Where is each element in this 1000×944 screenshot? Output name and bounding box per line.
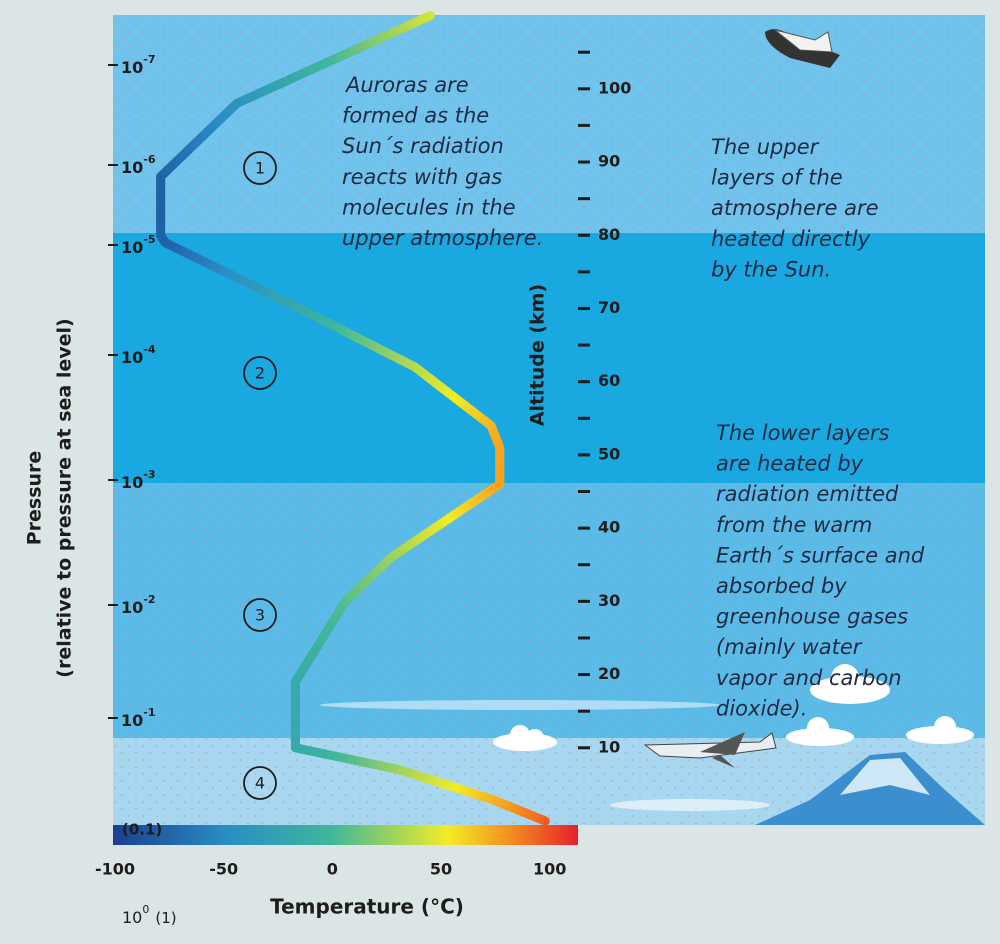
altitude-tick-label: 10 <box>598 737 620 756</box>
base: 10 <box>121 158 143 177</box>
exponent: -3 <box>143 468 155 481</box>
annotation-upper: layers of the <box>711 166 843 190</box>
altitude-tick-label: 40 <box>598 518 620 537</box>
mesosphere-band <box>113 233 985 483</box>
temperature-tick-label: -100 <box>95 860 135 879</box>
altitude-tick-label: 60 <box>598 371 620 390</box>
sea-level-label: 100 (1) <box>122 903 177 927</box>
pressure-tick-label: 10-2 <box>121 593 156 617</box>
temperature-tick-label: 0 <box>327 860 338 879</box>
base: 10 <box>121 58 143 77</box>
note: (1) <box>155 909 176 927</box>
layer-circle <box>243 356 277 390</box>
exponent: -5 <box>143 233 155 246</box>
altitude-title: Altitude (km) <box>527 284 549 426</box>
layer-circle <box>243 151 277 185</box>
airplane <box>643 732 777 768</box>
annotation-auroras: upper atmosphere. <box>342 226 543 250</box>
pressure-tick-label: 10-5 <box>121 233 156 257</box>
pressure-title: Pressure <box>24 451 46 546</box>
altitude-tick-label: 70 <box>598 298 620 317</box>
annotation-lower: The lower layers <box>716 421 890 445</box>
annotation-upper: heated directly <box>711 227 871 251</box>
layer-number: 3 <box>255 606 265 625</box>
annotation-lower: greenhouse gases <box>716 605 908 629</box>
base: 10 <box>121 348 143 367</box>
pressure-tick-label: 10-6 <box>121 153 156 177</box>
annotation-auroras: formed as the <box>342 104 489 128</box>
temperature-tick-label: 50 <box>430 860 452 879</box>
annotation-lower: Earth´s surface and <box>716 543 925 567</box>
base: 10 <box>121 473 143 492</box>
altitude-tick-label: 30 <box>598 591 620 610</box>
temperature-tick-label: 100 <box>533 860 566 879</box>
annotation-auroras: Auroras are <box>344 73 469 97</box>
pressure-tick-label: 10-7 <box>121 53 156 77</box>
dots <box>113 15 985 233</box>
annotation-lower: (mainly water <box>716 635 863 659</box>
exponent: -7 <box>143 53 155 66</box>
altitude-tick-label: 100 <box>598 78 631 97</box>
exponent: 0 <box>142 903 149 916</box>
layer-circle <box>243 766 277 800</box>
annotation-lower: dioxide). <box>716 696 807 720</box>
layer-number: 2 <box>255 364 265 383</box>
annotation-auroras: Sun´s radiation <box>342 134 504 158</box>
clouds <box>320 664 974 811</box>
annotation-auroras: reacts with gas <box>342 165 502 189</box>
annotation-upper: by the Sun. <box>711 257 831 281</box>
base: 10 <box>122 908 142 927</box>
exponent: -2 <box>143 593 155 606</box>
pressure-tick-label: 10-4 <box>121 343 156 367</box>
exponent: -6 <box>143 153 156 166</box>
layer-number: 1 <box>255 159 265 178</box>
annotation-auroras: molecules in the <box>342 195 516 219</box>
annotation-lower: are heated by <box>716 452 864 476</box>
annotation-upper: The upper <box>711 135 820 159</box>
base: 10 <box>121 711 143 730</box>
layer-number: 4 <box>255 774 265 793</box>
color-bar <box>113 825 578 845</box>
temperature-title: Temperature (°C) <box>270 895 464 919</box>
altitude-tick-label: 80 <box>598 225 620 244</box>
pressure-title: (relative to pressure at sea level) <box>54 318 76 677</box>
layer-circle <box>243 598 277 632</box>
pressure-bottom-label: (0.1) <box>122 821 162 839</box>
pressure-tick-label: 10-1 <box>121 706 156 730</box>
dots <box>113 483 985 825</box>
space-shuttle <box>765 29 840 69</box>
annotation-lower: radiation emitted <box>716 482 899 506</box>
altitude-tick-label: 90 <box>598 152 620 171</box>
pressure-tick-label: 10-3 <box>121 468 156 492</box>
exponent: -1 <box>143 706 155 719</box>
base: 10 <box>121 238 143 257</box>
altitude-tick-label: 50 <box>598 444 620 463</box>
annotation-lower: from the warm <box>716 513 872 537</box>
profile-segment <box>422 11 435 22</box>
exponent: -4 <box>143 343 156 356</box>
annotation-lower: vapor and carbon <box>716 666 902 690</box>
pressure-axis: 10-710-610-510-410-310-210-1(0.1)100 (1)P… <box>24 53 177 927</box>
temperature-profile <box>156 11 550 826</box>
mountain-snow <box>840 758 930 795</box>
annotation-upper: atmosphere are <box>711 196 879 220</box>
base: 10 <box>121 598 143 617</box>
altitude-tick-label: 20 <box>598 664 620 683</box>
temperature-tick-label: -50 <box>209 860 238 879</box>
annotation-lower: absorbed by <box>716 574 847 598</box>
